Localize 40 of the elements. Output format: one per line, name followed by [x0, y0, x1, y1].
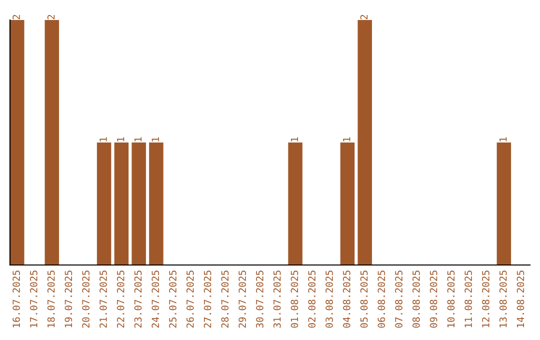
data-label: 2: [360, 14, 368, 20]
data-label: 2: [12, 14, 20, 20]
x-tick-label: 06.08.2025: [378, 270, 386, 328]
x-tick-label: 02.08.2025: [308, 270, 316, 328]
x-tick-label: 30.07.2025: [256, 270, 264, 328]
x-tick-label: 19.07.2025: [64, 270, 72, 328]
x-tick-label: 14.08.2025: [516, 270, 524, 328]
x-tick-label: 23.07.2025: [134, 270, 142, 328]
data-label: 1: [290, 137, 298, 142]
x-tick-label: 22.07.2025: [116, 270, 124, 328]
data-label: 1: [343, 137, 350, 142]
x-tick-label: 21.07.2025: [100, 270, 107, 328]
x-tick-label: 17.07.2025: [30, 270, 38, 328]
x-tick-label: 16.07.2025: [12, 270, 20, 328]
x-tick-label: 27.07.2025: [204, 270, 212, 328]
x-tick-label: 05.08.2025: [360, 270, 368, 328]
x-tick-label: 12.08.2025: [482, 270, 490, 328]
data-label: 1: [134, 137, 142, 142]
x-tick-label: 13.08.2025: [499, 270, 507, 328]
x-tick-label: 24.07.2025: [152, 270, 160, 328]
x-tick-label: 01.08.2025: [290, 270, 298, 328]
x-tick-label: 08.08.2025: [412, 270, 420, 328]
data-label: 1: [500, 137, 507, 142]
x-tick-label: 10.08.2025: [447, 270, 455, 328]
x-tick-label: 26.07.2025: [186, 270, 194, 328]
x-tick-label: 25.07.2025: [169, 270, 176, 328]
x-tick-label: 04.08.2025: [342, 270, 350, 328]
x-tick-label: 31.07.2025: [273, 270, 281, 328]
x-tick-label: 09.08.2025: [430, 270, 438, 328]
data-label: 2: [47, 14, 55, 20]
data-label: 1: [152, 137, 159, 142]
x-tick-label: 07.08.2025: [395, 270, 402, 328]
data-label: 1: [100, 137, 107, 142]
data-label: 1: [117, 137, 124, 142]
x-tick-label: 29.07.2025: [238, 270, 246, 328]
x-tick-label: 28.07.2025: [221, 270, 229, 328]
x-tick-label: 18.07.2025: [47, 270, 55, 328]
x-tick-label: 03.08.2025: [326, 270, 333, 328]
x-tick-label: 20.07.2025: [82, 270, 90, 328]
x-tick-label: 11.08.2025: [464, 270, 472, 328]
